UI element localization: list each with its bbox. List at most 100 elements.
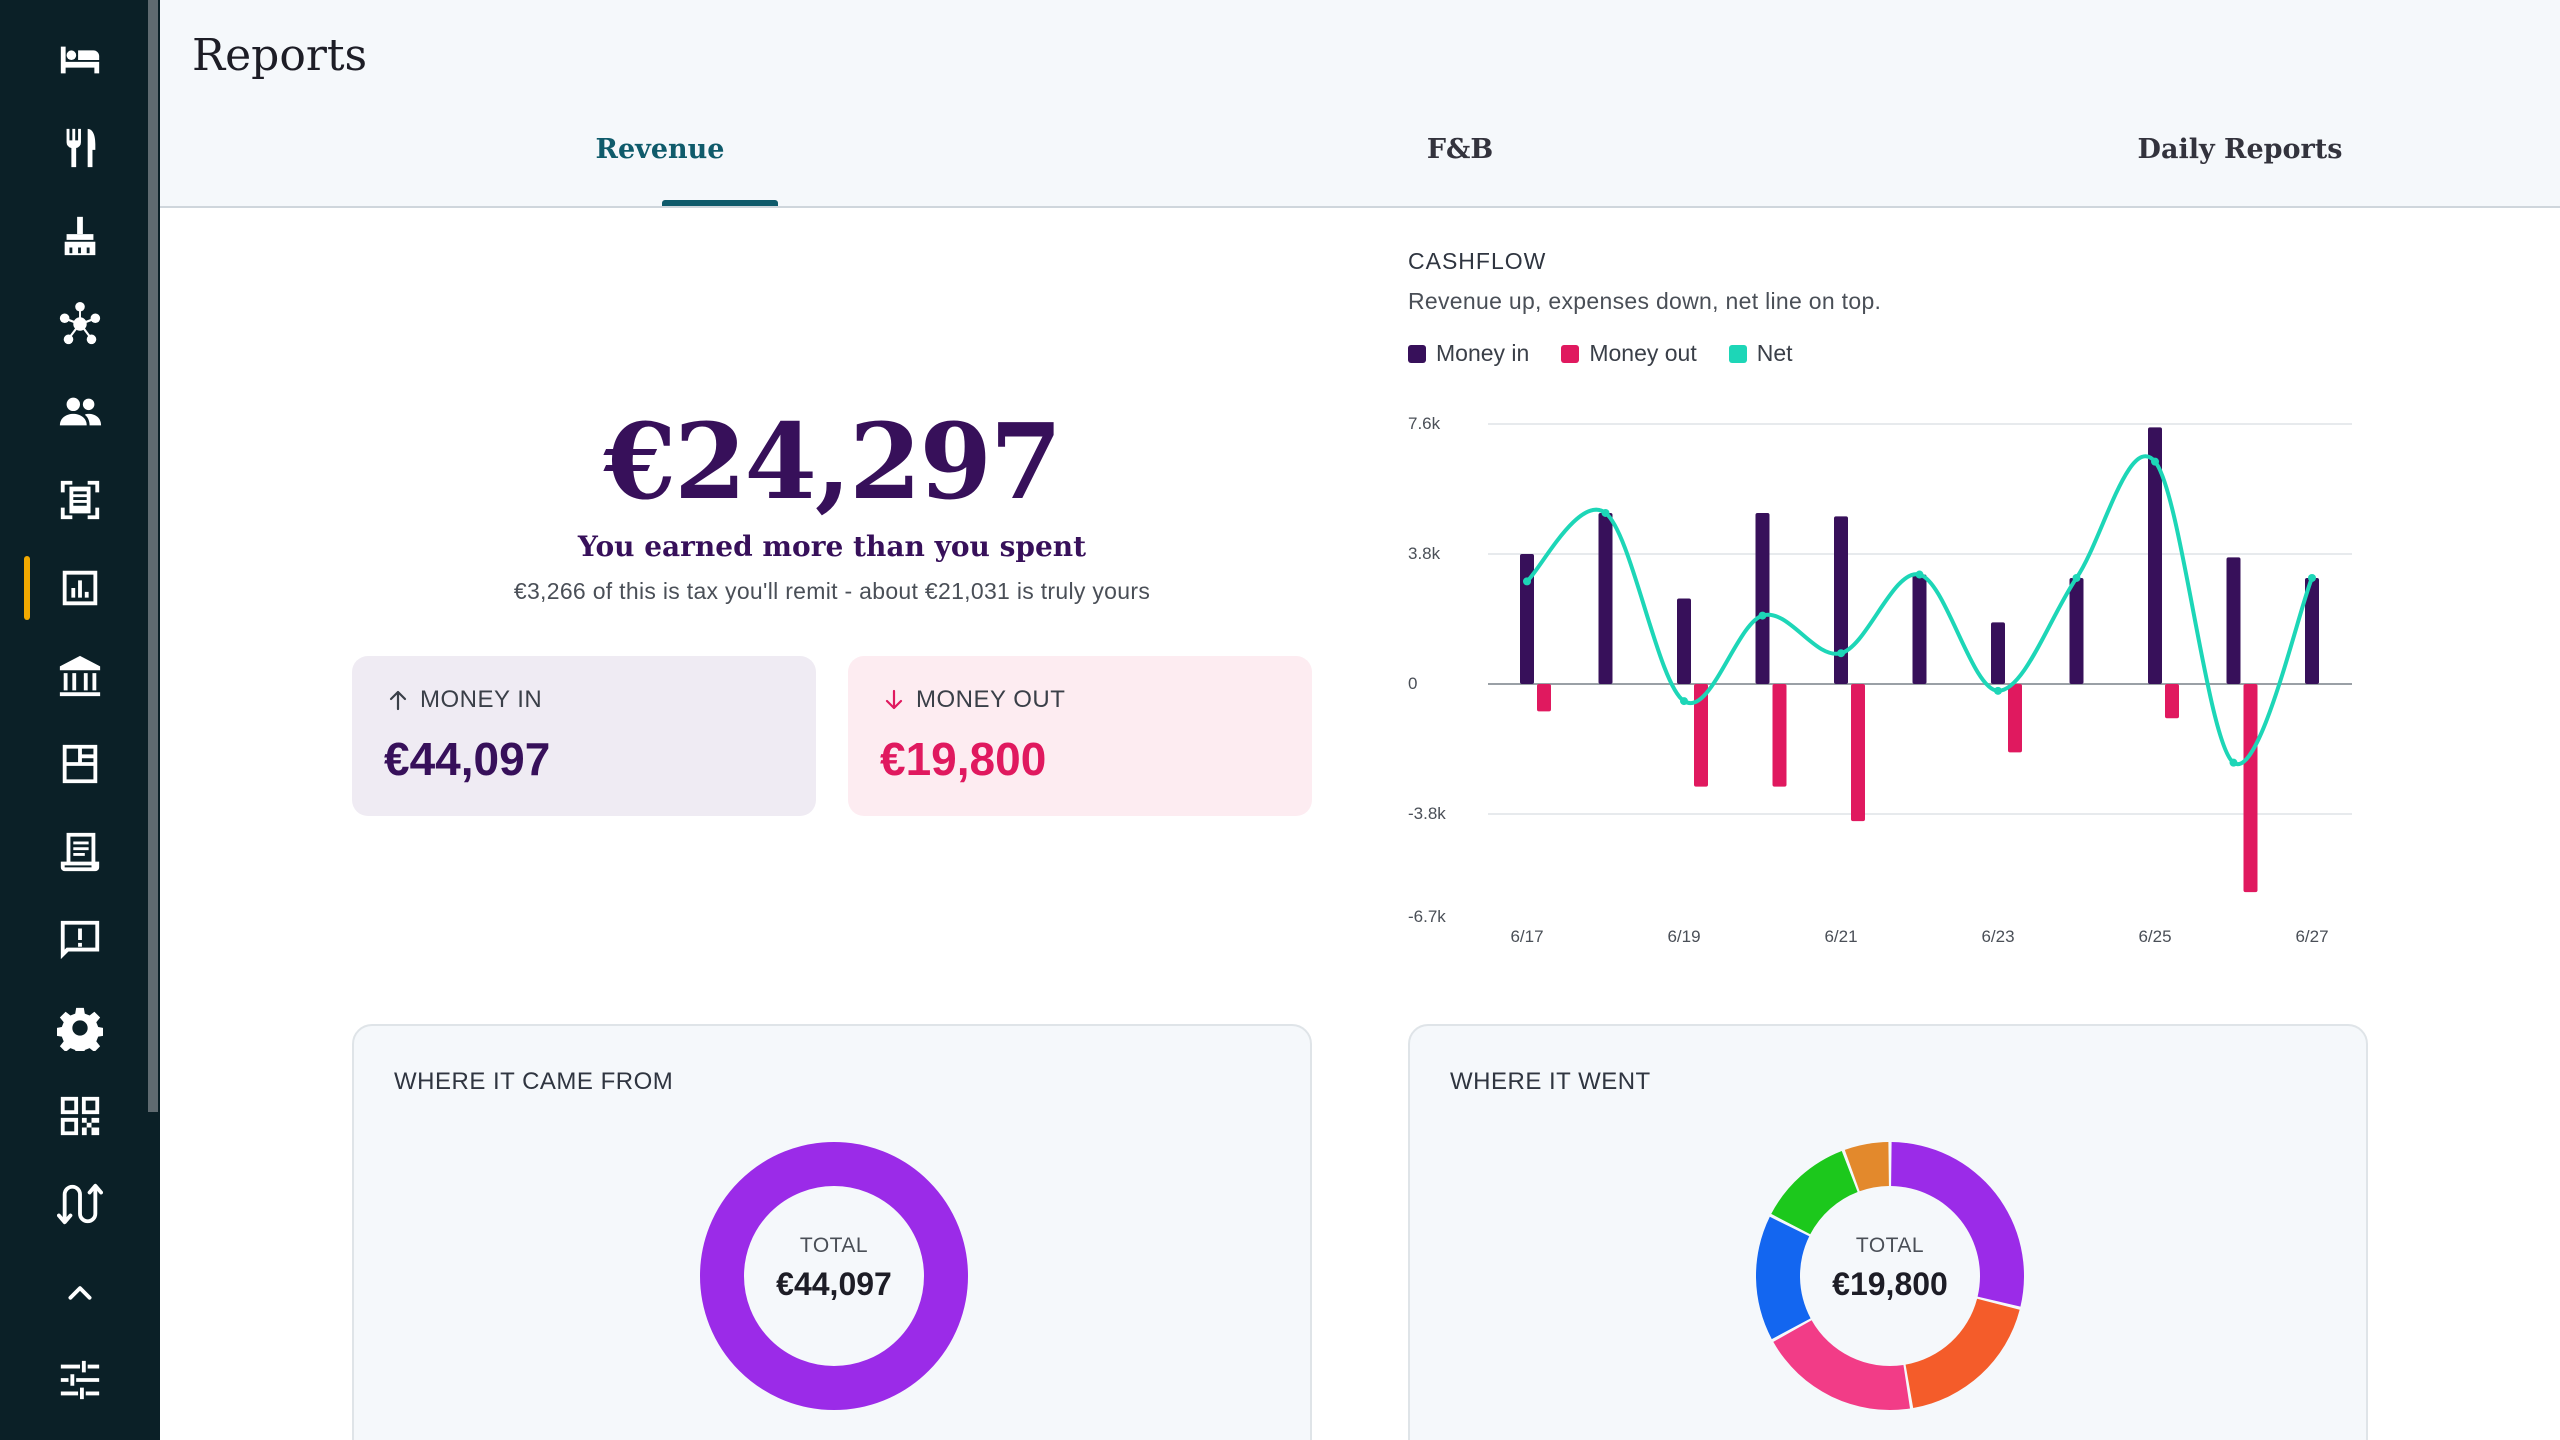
x-tick-label: 6/25 bbox=[2138, 927, 2171, 946]
donut-total-value: €44,097 bbox=[776, 1266, 892, 1302]
sidebar-item-floor-plan[interactable] bbox=[40, 728, 120, 800]
floor-plan-icon bbox=[62, 744, 98, 784]
sidebar-item-housekeeping[interactable] bbox=[40, 200, 120, 272]
bar-money-out bbox=[1694, 684, 1708, 787]
tab-fnb[interactable]: F&B bbox=[1426, 134, 1494, 165]
sidebar-item-receipts[interactable] bbox=[40, 816, 120, 888]
net-point bbox=[1994, 686, 2002, 695]
tab-daily-reports[interactable]: Daily Reports bbox=[2137, 134, 2343, 165]
x-tick-label: 6/23 bbox=[1981, 927, 2014, 946]
bed-icon bbox=[60, 46, 100, 74]
cleaning-icon bbox=[64, 216, 96, 256]
summary-tax-note: €3,266 of this is tax you'll remit - abo… bbox=[513, 578, 1151, 604]
sidebar-item-documents[interactable] bbox=[40, 464, 120, 536]
sidebar-item-finance[interactable] bbox=[40, 640, 120, 712]
net-amount: €24,297 bbox=[603, 400, 1062, 523]
legend-label: Money in bbox=[1436, 340, 1530, 366]
net-line bbox=[1525, 454, 2314, 767]
income-breakdown-card: WHERE IT CAME FROM TOTAL €44,097 bbox=[352, 1024, 1312, 1440]
card-title: WHERE IT WENT bbox=[1450, 1068, 1651, 1095]
net-point bbox=[1915, 570, 1924, 579]
receipt-icon bbox=[60, 832, 100, 872]
feedback-icon bbox=[60, 920, 100, 960]
donut-slice bbox=[1773, 1320, 1911, 1410]
legend-money-in[interactable]: Money in bbox=[1408, 340, 1529, 367]
sidebar-item-transfers[interactable] bbox=[40, 1168, 120, 1240]
sidebar-item-guests[interactable] bbox=[40, 376, 120, 448]
bar-money-in bbox=[1677, 598, 1691, 684]
net-point bbox=[2072, 573, 2081, 582]
bar-money-in bbox=[1991, 622, 2005, 684]
money-out-value: €19,800 bbox=[880, 733, 1047, 785]
net-point bbox=[1758, 611, 1767, 620]
x-tick-label: 6/17 bbox=[1510, 927, 1543, 946]
bar-money-in bbox=[2069, 577, 2084, 684]
legend-swatch-net bbox=[1728, 344, 1747, 363]
cashflow-chart[interactable]: 7.6k 3.8k 0 -3.8k -6.7k 6/17 6/19 6/21 6/23 6/25 6… bbox=[1400, 400, 2400, 960]
sidebar-item-feedback[interactable] bbox=[40, 904, 120, 976]
bar-money-out bbox=[1772, 684, 1787, 787]
sidebar-item-reports[interactable] bbox=[40, 552, 120, 624]
cashflow-subtitle: Revenue up, expenses down, net line on t… bbox=[1408, 288, 1882, 314]
legend-swatch-money-out bbox=[1561, 344, 1580, 363]
sidebar-item-restaurant[interactable] bbox=[40, 112, 120, 184]
legend-label: Net bbox=[1756, 340, 1793, 366]
expense-breakdown-card: WHERE IT WENT TOTAL €19,800 bbox=[1408, 1024, 2368, 1440]
gear-icon bbox=[57, 1007, 103, 1051]
sidebar-collapse-button[interactable] bbox=[40, 1256, 120, 1328]
legend-net[interactable]: Net bbox=[1728, 340, 1793, 367]
sidebar-item-rooms[interactable] bbox=[40, 24, 120, 96]
sidebar-item-network[interactable] bbox=[40, 288, 120, 360]
net-point bbox=[1837, 649, 1845, 658]
y-tick-label: -6.7k bbox=[1408, 907, 1446, 926]
donut-total-value: €19,800 bbox=[1832, 1266, 1948, 1302]
sidebar-scrollbar[interactable] bbox=[148, 0, 158, 1112]
net-point bbox=[2229, 758, 2238, 767]
tab-revenue[interactable]: Revenue bbox=[595, 134, 725, 165]
net-point bbox=[2308, 573, 2316, 582]
swap-icon bbox=[57, 1183, 103, 1225]
money-out-label: MONEY OUT bbox=[916, 686, 1066, 713]
expense-donut-chart[interactable] bbox=[1750, 1136, 2030, 1416]
bar-money-in bbox=[1520, 554, 1534, 684]
donut-total-label: TOTAL bbox=[799, 1234, 869, 1257]
money-in-card[interactable]: MONEY IN €44,097 bbox=[352, 656, 816, 816]
sidebar-item-preferences[interactable] bbox=[40, 1344, 120, 1416]
donut-slice bbox=[1891, 1142, 2024, 1307]
net-point bbox=[2151, 457, 2159, 466]
sidebar-item-qr[interactable] bbox=[40, 1080, 120, 1152]
chevron-up-icon bbox=[68, 1286, 92, 1300]
restaurant-icon bbox=[66, 128, 96, 168]
net-point bbox=[1601, 508, 1610, 517]
bar-money-out bbox=[1537, 684, 1551, 712]
bar-money-in bbox=[2226, 557, 2241, 684]
x-tick-label: 6/27 bbox=[2295, 927, 2328, 946]
card-title: WHERE IT CAME FROM bbox=[394, 1068, 674, 1095]
sliders-icon bbox=[60, 1360, 100, 1400]
active-tab-indicator bbox=[662, 200, 778, 206]
x-tick-label: 6/19 bbox=[1667, 927, 1700, 946]
arrow-down-icon bbox=[885, 689, 903, 710]
bar-money-in bbox=[1834, 516, 1848, 684]
y-tick-label: 3.8k bbox=[1408, 544, 1441, 563]
sidebar bbox=[0, 0, 160, 1440]
donut-slice bbox=[1756, 1216, 1811, 1340]
net-point bbox=[1523, 577, 1531, 586]
money-in-label: MONEY IN bbox=[420, 686, 543, 713]
cashflow-title: CASHFLOW bbox=[1408, 248, 1547, 274]
bar-money-in bbox=[1912, 574, 1927, 684]
bar-money-in bbox=[2148, 427, 2162, 684]
reports-icon bbox=[62, 570, 98, 606]
page-header: Reports Revenue F&B Daily Reports bbox=[160, 0, 2560, 208]
qr-code-icon bbox=[60, 1096, 100, 1136]
donut-total-label: TOTAL bbox=[1855, 1234, 1925, 1257]
legend-money-out[interactable]: Money out bbox=[1561, 340, 1697, 367]
bar-money-out bbox=[1851, 684, 1865, 822]
network-icon bbox=[59, 301, 101, 345]
y-tick-label: 0 bbox=[1408, 674, 1417, 693]
income-donut-chart[interactable] bbox=[694, 1136, 974, 1416]
money-out-card[interactable]: MONEY OUT €19,800 bbox=[848, 656, 1312, 816]
money-out-label-row: MONEY OUT bbox=[882, 686, 1065, 714]
sidebar-item-settings[interactable] bbox=[40, 992, 120, 1064]
donut-slice bbox=[1905, 1298, 2020, 1408]
